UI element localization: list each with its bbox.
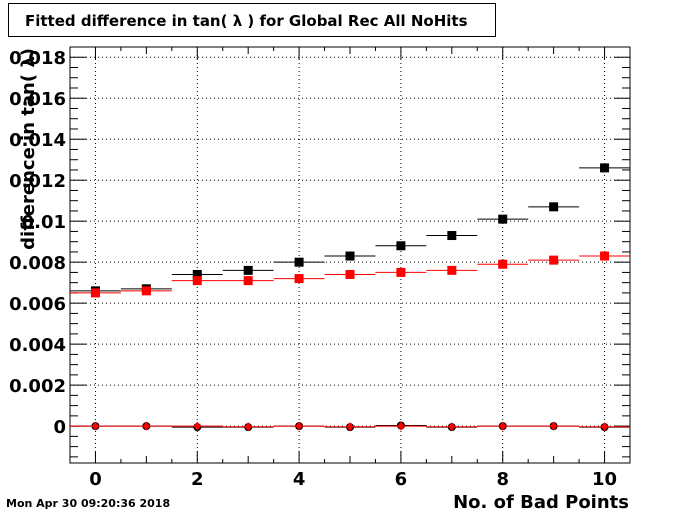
y-tick-label: 0.018	[9, 48, 66, 69]
data-point-square	[90, 288, 100, 298]
y-tick-label: 0	[53, 417, 66, 438]
y-tick-label: 0.004	[9, 335, 66, 356]
data-point-diamond	[91, 421, 99, 431]
data-point-diamond	[448, 422, 456, 432]
data-marks	[70, 163, 630, 432]
y-tick-label: 0.002	[9, 376, 66, 397]
timestamp: Mon Apr 30 09:20:36 2018	[6, 497, 171, 510]
data-point-square	[345, 269, 355, 279]
axes: 0 2 4 6 8 10 0 0.002 0.004 0.006 0.008 0.01 0.012 0.0…	[9, 46, 631, 490]
data-point-square	[498, 259, 508, 269]
data-point-square	[243, 265, 253, 275]
data-series	[70, 421, 630, 432]
x-tick-label: 8	[496, 469, 509, 490]
x-tick-label: 2	[191, 469, 204, 490]
data-point-square	[294, 257, 304, 267]
data-point-square	[600, 163, 610, 173]
data-point-square	[447, 265, 457, 275]
data-point-square	[447, 231, 457, 241]
data-point-square	[600, 251, 610, 261]
grid-lines	[70, 47, 630, 463]
data-point-square	[498, 214, 508, 224]
data-point-square	[396, 241, 406, 251]
data-point-square	[192, 276, 202, 286]
data-point-square	[141, 286, 151, 296]
data-point-square	[396, 267, 406, 277]
x-tick-label: 0	[89, 469, 102, 490]
data-series	[70, 251, 630, 298]
x-tick-label: 10	[592, 469, 617, 490]
data-point-diamond	[193, 421, 201, 431]
data-point-diamond	[550, 421, 558, 431]
y-tick-label: 0.016	[9, 89, 66, 110]
x-tick-label: 4	[293, 469, 306, 490]
data-point-diamond	[295, 421, 303, 431]
y-axis-label: difference in tan( λ)	[18, 48, 39, 250]
data-point-diamond	[397, 421, 405, 431]
data-point-square	[243, 276, 253, 286]
x-axis-label: No. of Bad Points	[453, 492, 629, 513]
x-tick-label: 6	[395, 469, 408, 490]
data-point-diamond	[601, 422, 609, 432]
y-tick-label: 0.006	[9, 294, 66, 315]
data-point-square	[549, 255, 559, 265]
chart-title: Fitted difference in tan( λ ) for Global…	[25, 12, 468, 30]
data-point-diamond	[142, 421, 150, 431]
data-point-diamond	[499, 421, 507, 431]
data-point-diamond	[244, 422, 252, 432]
data-point-diamond	[346, 422, 354, 432]
y-tick-label: 0.014	[9, 130, 66, 151]
chart-title-box: Fitted difference in tan( λ ) for Global…	[8, 3, 496, 37]
data-point-square	[192, 269, 202, 279]
data-point-square	[549, 202, 559, 212]
y-tick-label: 0.012	[9, 171, 66, 192]
y-tick-label: 0.008	[9, 253, 66, 274]
y-tick-label: 0.01	[22, 212, 66, 233]
data-point-square	[294, 274, 304, 284]
data-point-square	[345, 251, 355, 261]
